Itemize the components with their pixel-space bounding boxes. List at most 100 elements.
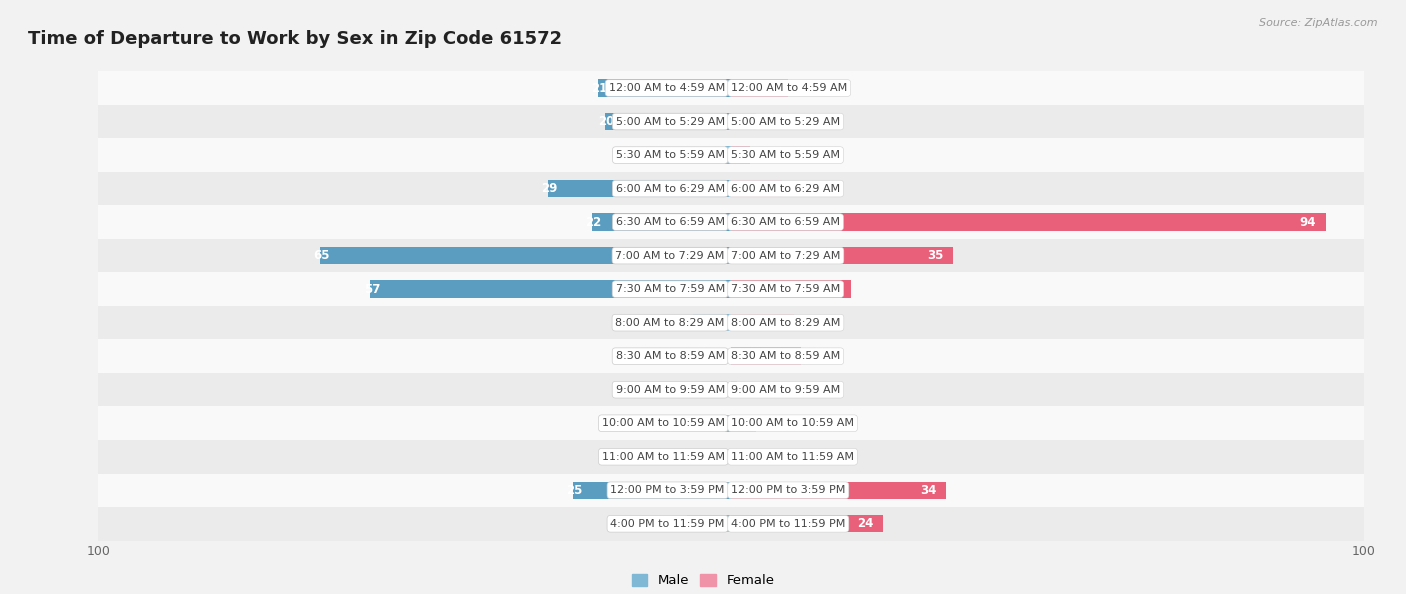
Bar (731, 80, 787, 97)
Text: 7: 7 (678, 517, 685, 530)
Bar (731, 314, 794, 331)
Bar (731, 280, 852, 298)
Bar (731, 482, 946, 499)
Bar (731, 172, 1364, 206)
Bar (98, 105, 731, 138)
Bar (98, 273, 731, 306)
Text: 7:00 AM to 7:29 AM: 7:00 AM to 7:29 AM (616, 251, 725, 261)
Bar (731, 347, 801, 365)
Bar (548, 180, 731, 197)
Bar (98, 71, 731, 105)
Text: 6:30 AM to 6:59 AM: 6:30 AM to 6:59 AM (731, 217, 841, 227)
Text: 1: 1 (747, 383, 755, 396)
Text: 10:00 AM to 10:59 AM: 10:00 AM to 10:59 AM (602, 418, 725, 428)
Bar (98, 306, 731, 339)
Bar (98, 138, 731, 172)
Text: 0: 0 (741, 450, 748, 463)
Text: 5:00 AM to 5:29 AM: 5:00 AM to 5:29 AM (616, 116, 725, 127)
Bar (599, 80, 731, 97)
Text: 8:30 AM to 8:59 AM: 8:30 AM to 8:59 AM (731, 351, 841, 361)
Text: 6: 6 (683, 316, 692, 329)
Text: 6:00 AM to 6:29 AM: 6:00 AM to 6:29 AM (731, 184, 841, 194)
Bar (98, 206, 731, 239)
Bar (98, 339, 731, 373)
Bar (321, 247, 731, 264)
Text: 12:00 AM to 4:59 AM: 12:00 AM to 4:59 AM (731, 83, 848, 93)
Text: 11:00 AM to 11:59 AM: 11:00 AM to 11:59 AM (731, 452, 853, 462)
Bar (371, 280, 731, 298)
Bar (688, 515, 731, 532)
Text: 19: 19 (825, 283, 842, 296)
Text: 6:30 AM to 6:59 AM: 6:30 AM to 6:59 AM (616, 217, 725, 227)
Bar (725, 415, 731, 432)
Text: 65: 65 (314, 249, 329, 262)
Text: 8:30 AM to 8:59 AM: 8:30 AM to 8:59 AM (616, 351, 725, 361)
Text: 7:30 AM to 7:59 AM: 7:30 AM to 7:59 AM (616, 284, 725, 294)
Text: 21: 21 (592, 81, 607, 94)
Text: 29: 29 (541, 182, 557, 195)
Bar (731, 213, 1326, 231)
Text: 94: 94 (1301, 216, 1316, 229)
Text: 5:30 AM to 5:59 AM: 5:30 AM to 5:59 AM (616, 150, 725, 160)
Bar (98, 406, 731, 440)
Bar (731, 373, 1364, 406)
Bar (725, 146, 731, 164)
Text: 9:00 AM to 9:59 AM: 9:00 AM to 9:59 AM (616, 385, 725, 394)
Bar (605, 113, 731, 130)
Text: 6:00 AM to 6:29 AM: 6:00 AM to 6:29 AM (616, 184, 725, 194)
Bar (731, 71, 1364, 105)
Text: 10:00 AM to 10:59 AM: 10:00 AM to 10:59 AM (731, 418, 853, 428)
Text: 8:00 AM to 8:29 AM: 8:00 AM to 8:29 AM (731, 318, 841, 328)
Bar (731, 381, 738, 399)
Bar (98, 373, 731, 406)
Bar (731, 306, 1364, 339)
Text: 12:00 PM to 3:59 PM: 12:00 PM to 3:59 PM (610, 485, 725, 495)
Bar (693, 314, 731, 331)
Text: 9:00 AM to 9:59 AM: 9:00 AM to 9:59 AM (731, 385, 841, 394)
Bar (731, 138, 1364, 172)
Text: 5:30 AM to 5:59 AM: 5:30 AM to 5:59 AM (731, 150, 841, 160)
Bar (731, 473, 1364, 507)
Text: 0: 0 (721, 383, 728, 396)
Bar (731, 406, 1364, 440)
Text: 4:00 PM to 11:59 PM: 4:00 PM to 11:59 PM (731, 519, 845, 529)
Text: 7:00 AM to 7:29 AM: 7:00 AM to 7:29 AM (731, 251, 841, 261)
Bar (731, 339, 1364, 373)
Text: 24: 24 (858, 517, 873, 530)
Bar (731, 146, 751, 164)
Text: 12:00 PM to 3:59 PM: 12:00 PM to 3:59 PM (731, 485, 845, 495)
Text: 0: 0 (721, 350, 728, 363)
Bar (731, 105, 1364, 138)
Bar (731, 273, 1364, 306)
Legend: Male, Female: Male, Female (631, 574, 775, 587)
Bar (98, 440, 731, 473)
Text: 11: 11 (810, 350, 825, 363)
Text: 22: 22 (585, 216, 602, 229)
Bar (592, 213, 731, 231)
Text: 25: 25 (567, 484, 582, 497)
Text: 5:00 AM to 5:29 AM: 5:00 AM to 5:29 AM (731, 116, 841, 127)
Text: 7:30 AM to 7:59 AM: 7:30 AM to 7:59 AM (731, 284, 841, 294)
Bar (731, 113, 756, 130)
Bar (98, 473, 731, 507)
Text: 34: 34 (921, 484, 936, 497)
Text: 3: 3 (759, 148, 766, 162)
Text: 4: 4 (766, 115, 773, 128)
Text: 10: 10 (804, 316, 818, 329)
Bar (731, 247, 953, 264)
Text: 57: 57 (364, 283, 380, 296)
Bar (731, 206, 1364, 239)
Bar (731, 239, 1364, 273)
Bar (731, 440, 1364, 473)
Text: 35: 35 (927, 249, 943, 262)
Bar (731, 415, 756, 432)
Text: 12:00 AM to 4:59 AM: 12:00 AM to 4:59 AM (609, 83, 725, 93)
Text: 8: 8 (792, 182, 799, 195)
Text: 0: 0 (721, 450, 728, 463)
Text: 4: 4 (766, 417, 773, 429)
Bar (731, 515, 883, 532)
Bar (731, 507, 1364, 541)
Text: 20: 20 (598, 115, 614, 128)
Bar (98, 239, 731, 273)
Bar (98, 507, 731, 541)
